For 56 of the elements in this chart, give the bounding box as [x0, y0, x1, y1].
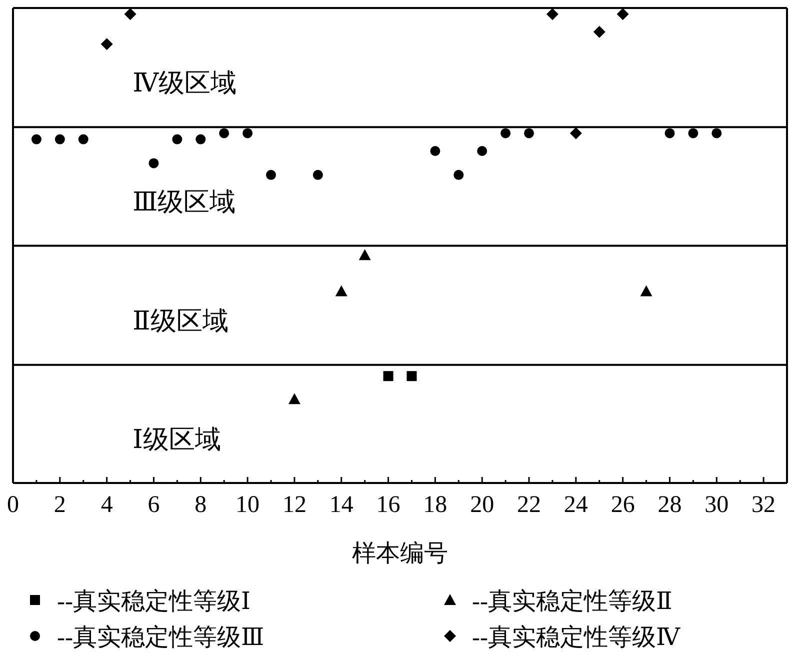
point [616, 8, 629, 20]
point [358, 249, 371, 260]
point [100, 38, 113, 50]
point [242, 128, 253, 138]
point [54, 134, 65, 144]
point [546, 8, 558, 20]
x-tick-label: 30 [704, 492, 729, 518]
x-tick-label: 4 [100, 492, 113, 518]
legend-label: --真实稳定性等级Ⅳ [472, 624, 681, 651]
x-tick-label: 14 [329, 492, 354, 518]
point [219, 128, 230, 138]
point [454, 170, 464, 180]
x-tick-label: 8 [194, 492, 207, 518]
x-tick-label: 28 [658, 492, 682, 518]
point [78, 134, 88, 144]
point [124, 8, 136, 20]
annotation: Ⅰ级区域 [132, 424, 221, 454]
legend-label: --真实稳定性等级Ⅲ [57, 624, 264, 651]
point [430, 146, 440, 156]
point [570, 127, 582, 140]
x-tick-label: 32 [752, 492, 776, 518]
x-tick-label: 22 [517, 492, 541, 518]
x-tick-label: 6 [148, 492, 160, 518]
legend-label: --真实稳定性等级Ⅰ [57, 588, 250, 615]
x-tick-label: 18 [423, 492, 448, 518]
point [406, 371, 417, 382]
x-axis-title: 样本编号 [352, 540, 448, 567]
point [172, 134, 182, 144]
x-tick-label: 2 [54, 492, 66, 518]
point [383, 371, 394, 382]
point [664, 128, 675, 138]
x-tick-label: 26 [610, 492, 635, 518]
x-tick-label: 24 [564, 492, 588, 518]
legend-label: --真实稳定性等级Ⅱ [472, 588, 672, 615]
annotation: Ⅳ级区域 [132, 68, 237, 98]
point [312, 170, 323, 180]
point [688, 128, 698, 138]
point [593, 26, 606, 38]
point [31, 134, 42, 144]
point [288, 393, 300, 404]
point [266, 170, 276, 180]
annotation: Ⅲ级区域 [132, 187, 236, 216]
x-tick-label: 16 [376, 492, 400, 518]
point [712, 128, 722, 138]
point [148, 158, 159, 168]
point [640, 285, 652, 296]
point [477, 146, 488, 156]
x-tick-label: 10 [236, 492, 260, 518]
point [524, 128, 534, 138]
x-tick-label: 12 [282, 492, 306, 518]
x-tick-label: 20 [470, 492, 494, 518]
point [335, 285, 348, 296]
point [500, 128, 511, 138]
x-tick-label: 0 [7, 492, 19, 518]
point [196, 134, 206, 144]
annotation: Ⅱ级区域 [132, 306, 228, 336]
